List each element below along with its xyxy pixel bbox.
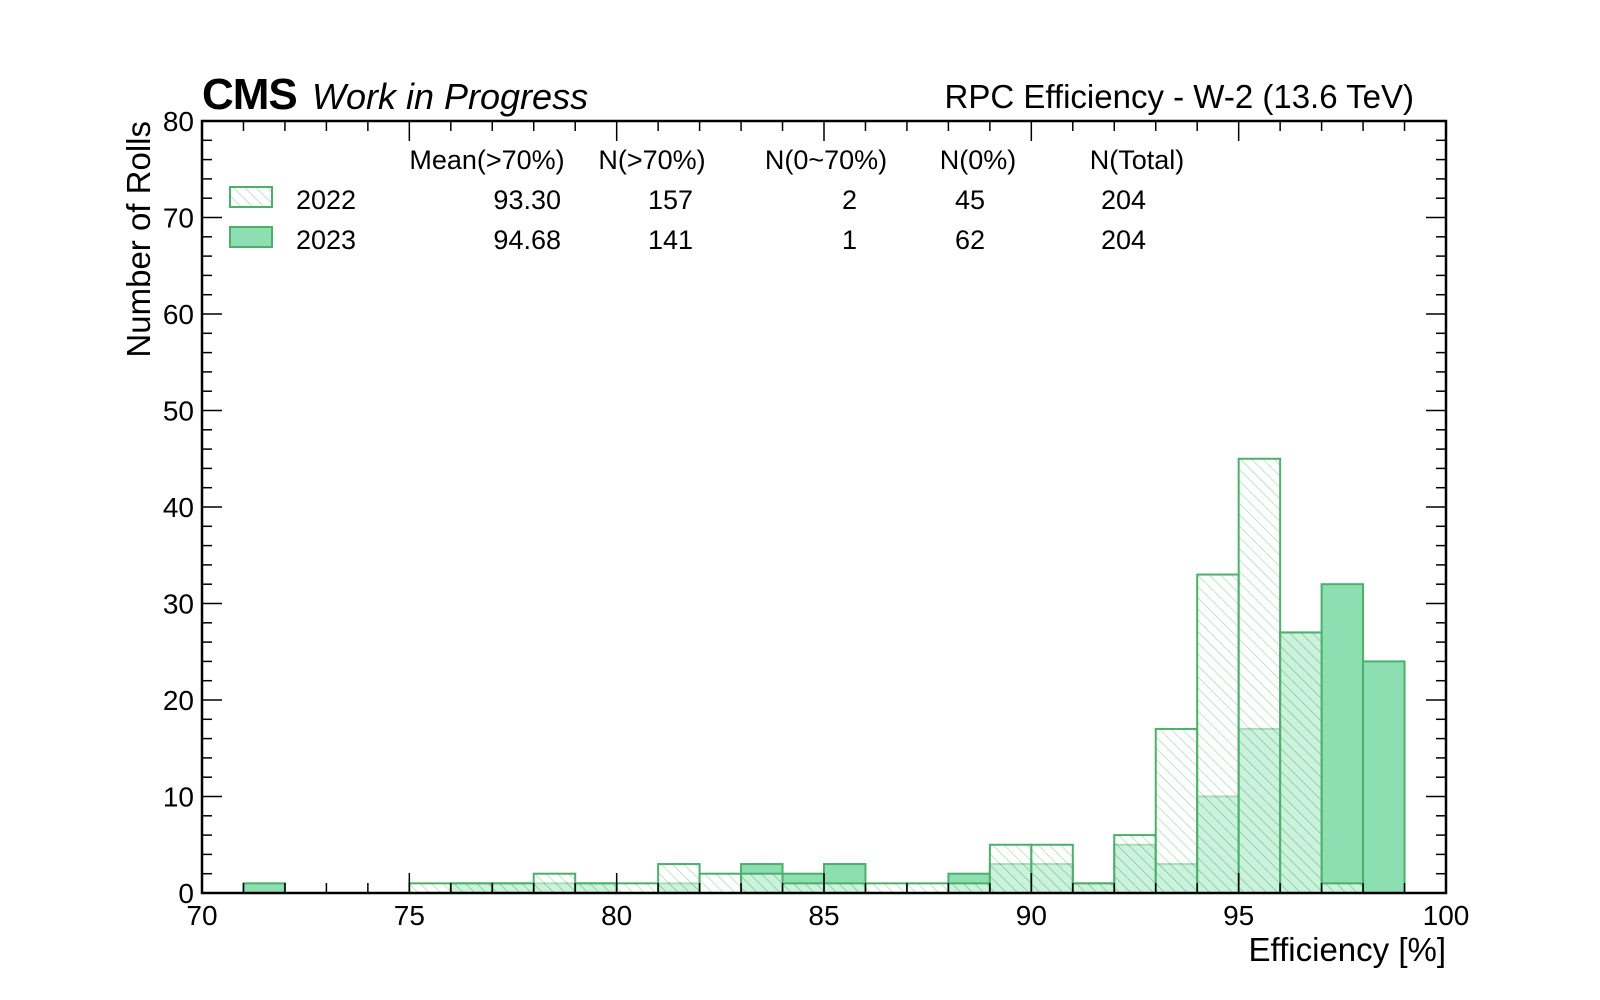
chart-title: RPC Efficiency - W-2 (13.6 TeV) xyxy=(944,78,1415,115)
bar-2022 xyxy=(1279,631,1323,894)
bar-2022 xyxy=(657,863,701,894)
legend-value: 204 xyxy=(1101,225,1146,255)
tick-labels: 70 75 80 85 90 95 100 0 10 20 30 40 50 60 70 80 xyxy=(163,106,1470,931)
legend-value: 45 xyxy=(955,185,985,215)
bar-2022 xyxy=(1030,843,1074,894)
x-tick-label: 75 xyxy=(394,900,425,931)
y-tick-label: 50 xyxy=(163,396,194,427)
bar-2022 xyxy=(491,882,535,894)
bar-2022 xyxy=(449,882,494,894)
legend-column-header: N(Total) xyxy=(1090,145,1185,175)
legend-swatch-2023 xyxy=(229,226,273,248)
x-tick-label: 95 xyxy=(1223,900,1254,931)
y-tick-label: 10 xyxy=(163,782,194,813)
bar-2022 xyxy=(864,882,908,894)
bar-2023 xyxy=(1362,660,1406,895)
y-tick-label: 70 xyxy=(163,203,194,234)
legend-column-header: Mean(>70%) xyxy=(409,145,564,175)
x-tick-label: 85 xyxy=(808,900,839,931)
x-axis-label: Efficiency [%] xyxy=(1249,931,1446,968)
bar-2023 xyxy=(242,882,286,894)
legend-series-label: 2023 xyxy=(296,225,356,255)
x-tick-label: 90 xyxy=(1016,900,1047,931)
legend-value: 204 xyxy=(1101,185,1146,215)
bar-2023 xyxy=(1320,583,1365,894)
x-tick-label: 70 xyxy=(186,900,217,931)
bar-2022 xyxy=(698,872,743,895)
bar-2022 xyxy=(615,882,660,894)
bar-2022 xyxy=(408,882,452,894)
legend-value: 1 xyxy=(842,225,857,255)
legend-table: Mean(>70%) N(>70%) N(0~70%) N(0%) N(Total) 20… xyxy=(229,145,1185,255)
bar-2022 xyxy=(947,882,991,894)
legend-value: 62 xyxy=(955,225,985,255)
legend-series-label: 2022 xyxy=(296,185,356,215)
status-label: Work in Progress xyxy=(312,76,589,117)
legend-value: 2 xyxy=(842,185,857,215)
bar-2022 xyxy=(1071,882,1116,894)
legend-column-header: N(>70%) xyxy=(598,145,705,175)
bar-2022 xyxy=(988,843,1033,894)
bar-2022 xyxy=(1237,457,1282,894)
bar-2022 xyxy=(532,872,577,895)
legend-value: 141 xyxy=(648,225,693,255)
bar-2022 xyxy=(905,882,950,894)
legend-value: 94.68 xyxy=(493,225,561,255)
bar-2022 xyxy=(781,882,825,894)
bar-2022 xyxy=(823,882,867,894)
bar-2022 xyxy=(574,882,618,894)
x-tick-label: 80 xyxy=(601,900,632,931)
y-tick-label: 40 xyxy=(163,492,194,523)
bar-2022 xyxy=(1113,834,1157,894)
bar-2022 xyxy=(1154,727,1199,895)
legend-value: 93.30 xyxy=(493,185,561,215)
legend-column-header: N(0~70%) xyxy=(765,145,887,175)
y-tick-label: 60 xyxy=(163,299,194,330)
legend-column-header: N(0%) xyxy=(940,145,1017,175)
y-tick-label: 30 xyxy=(163,589,194,620)
plot-frame xyxy=(200,119,1448,895)
experiment-label: CMS xyxy=(202,70,298,119)
y-tick-label: 20 xyxy=(163,685,194,716)
bar-2022 xyxy=(1196,573,1240,894)
y-tick-label: 0 xyxy=(178,878,194,909)
series-2022 xyxy=(408,457,1365,895)
bar-2022 xyxy=(740,872,784,895)
legend-value: 157 xyxy=(648,185,693,215)
x-tick-label: 100 xyxy=(1423,900,1470,931)
y-tick-label: 80 xyxy=(163,106,194,137)
y-axis-label: Number of Rolls xyxy=(120,121,157,358)
bar-2022 xyxy=(1320,882,1365,894)
legend-swatch-2022 xyxy=(229,186,273,208)
